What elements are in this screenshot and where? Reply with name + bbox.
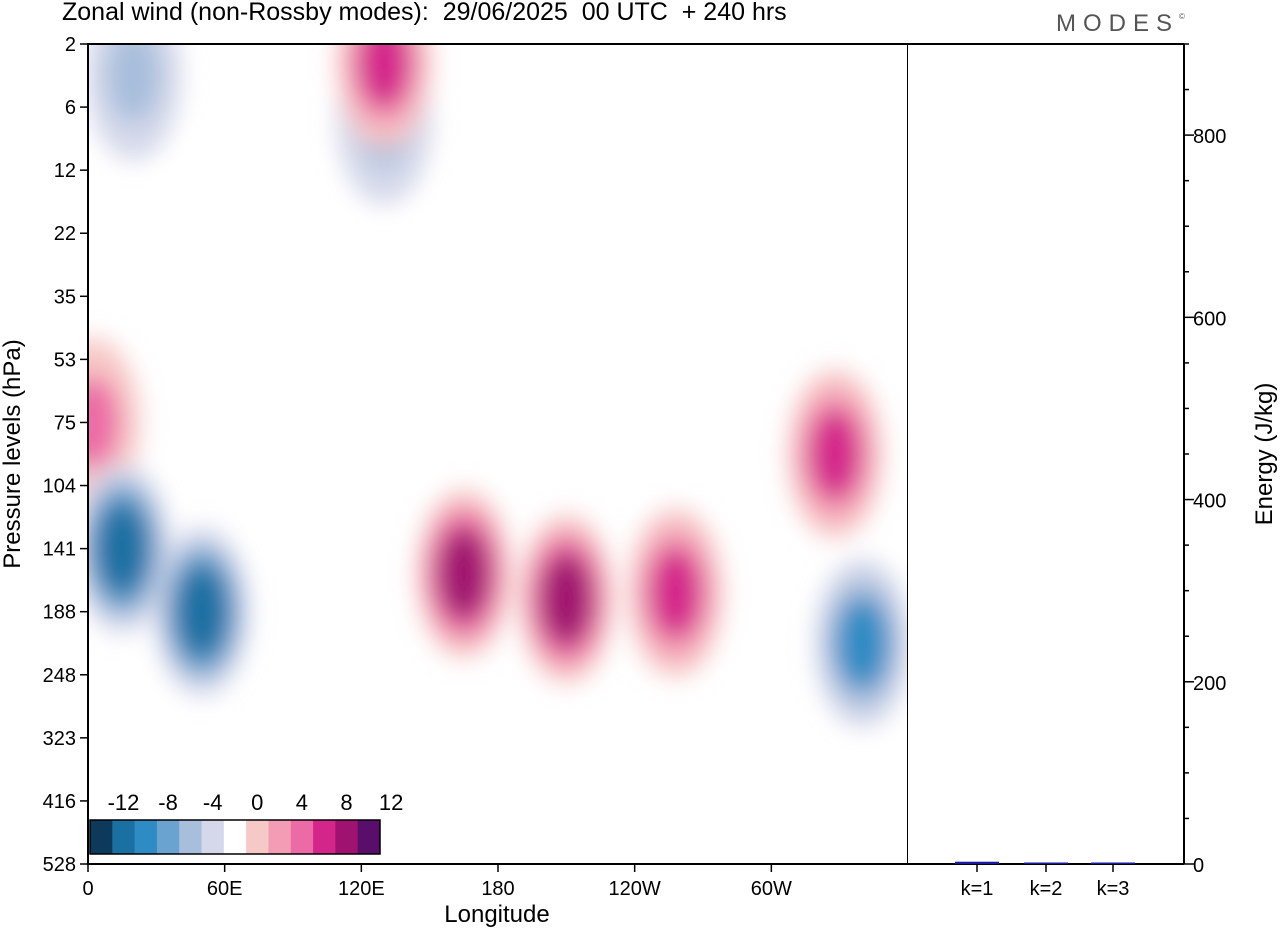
heatmap-blobs: [88, 44, 908, 729]
y-axis: 2 6 12 22 35 53 75 104 141 188 248 323 416 528: [43, 34, 88, 876]
y-axis-title: Pressure levels (hPa): [0, 339, 26, 568]
colorbar-swatch: [223, 820, 247, 854]
energy-tick-label: 0: [1193, 855, 1204, 877]
y-tick-label: 53: [54, 349, 76, 371]
energy-tick-label: 800: [1193, 126, 1226, 148]
y-tick-label: 2: [65, 34, 76, 56]
chart-title: Zonal wind (non-Rossby modes): 29/06/202…: [62, 0, 787, 26]
y-tick-label: 12: [54, 160, 76, 182]
energy-bar: [1091, 862, 1135, 864]
x-tick-label: 180: [481, 878, 514, 900]
x-tick-label: 0: [82, 878, 93, 900]
heatmap-field: [88, 44, 908, 729]
colorbar-label: -4: [203, 790, 223, 815]
brand-logo: MODES©: [1056, 10, 1185, 37]
x-tick-label: 60E: [207, 878, 243, 900]
colorbar-swatch: [134, 820, 158, 854]
heatmap-background: [88, 44, 908, 864]
y-tick-label: 141: [43, 539, 76, 561]
colorbar-swatch: [268, 820, 292, 854]
y-tick-label: 75: [54, 412, 76, 434]
y-tick-label: 35: [54, 286, 76, 308]
energy-axis: 0 200 400 600 800: [1184, 43, 1226, 877]
colorbar-label: 12: [379, 790, 403, 815]
y-tick-label: 528: [43, 854, 76, 876]
energy-bar-label: k=3: [1097, 878, 1130, 900]
heatmap-blob: [539, 552, 594, 646]
colorbar-swatch: [90, 820, 113, 854]
colorbar-swatch: [335, 820, 359, 854]
colorbar-swatch: [313, 820, 336, 854]
colorbar-swatch: [201, 820, 225, 854]
energy-bar-label: k=2: [1030, 878, 1063, 900]
colorbar-label: 4: [296, 790, 308, 815]
heatmap-blob: [808, 407, 862, 501]
colorbar-swatch: [179, 820, 203, 854]
y-tick-label: 248: [43, 665, 76, 687]
energy-tick-label: 600: [1193, 308, 1226, 330]
colorbar-swatch: [156, 820, 180, 854]
colorbar-swatch: [112, 820, 136, 854]
heatmap-blob: [648, 546, 703, 640]
x-tick-label: 60W: [751, 878, 792, 900]
colorbar-frame: [89, 819, 381, 855]
heatmap-blob: [357, 44, 411, 110]
energy-tick-label: 400: [1193, 491, 1226, 513]
y-tick-label: 104: [43, 476, 76, 498]
heatmap-blob: [835, 596, 890, 690]
colorbar-swatch: [357, 820, 381, 854]
energy-bar: [955, 861, 999, 864]
y-tick-label: 323: [43, 728, 76, 750]
energy-tick-label: 200: [1193, 673, 1226, 695]
energy-bars: k=1 k=2 k=3: [955, 861, 1135, 900]
energy-bar-label: k=1: [961, 878, 994, 900]
colorbar-label: 8: [340, 790, 352, 815]
x-tick-label: 120W: [609, 878, 661, 900]
energy-axis-title: Energy (J/kg): [1251, 383, 1278, 526]
y-tick-label: 416: [43, 791, 76, 813]
colorbar-swatch: [290, 820, 314, 854]
heatmap-blob: [437, 527, 491, 621]
heatmap-blob: [95, 502, 149, 596]
heatmap-blob: [175, 565, 229, 659]
colorbar: -12 -8 -4 0 4 8 12: [89, 790, 403, 855]
energy-bar: [1024, 862, 1068, 864]
colorbar-label: -12: [108, 790, 140, 815]
y-tick-label: 6: [65, 97, 76, 119]
colorbar-label: -8: [158, 790, 178, 815]
x-axis-title: Longitude: [444, 901, 549, 928]
colorbar-label: 0: [251, 790, 263, 815]
heatmap-blob: [88, 376, 120, 469]
x-axis: 0 60E 120E 180 120W 60W: [82, 864, 792, 900]
x-tick-label: 120E: [338, 878, 385, 900]
heatmap-blob: [106, 44, 161, 122]
colorbar-swatch: [246, 820, 269, 854]
y-tick-label: 22: [54, 223, 76, 245]
energy-panel-background: [908, 44, 1184, 864]
y-tick-label: 188: [43, 602, 76, 624]
